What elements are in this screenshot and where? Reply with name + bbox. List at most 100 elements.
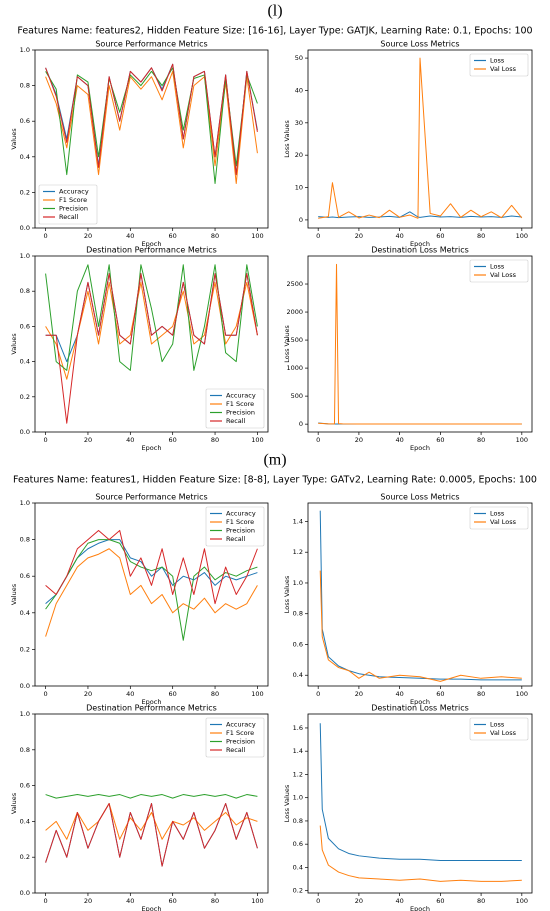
y-tick-label: 0.0 (20, 428, 30, 436)
x-tick-label: 40 (395, 232, 403, 240)
x-tick-label: 60 (169, 232, 177, 240)
y-tick-label: 0.8 (20, 82, 30, 90)
chart-title: Source Loss Metrics (380, 40, 459, 49)
legend-box (469, 53, 529, 77)
series-line (318, 57, 523, 219)
x-axis-label: Epoch (410, 698, 430, 706)
y-tick-label: 0.6 (20, 572, 30, 580)
x-axis-label: Epoch (142, 698, 162, 706)
legend-label: Accuracy (226, 510, 256, 518)
legend-label: Recall (59, 213, 79, 221)
legend-label: F1 Score (226, 729, 254, 737)
x-tick-label: 20 (84, 690, 92, 698)
axes-frame (34, 713, 269, 894)
legend-box (469, 717, 529, 741)
legend-box (205, 717, 265, 758)
chart-title: Destination Loss Metrics (371, 246, 469, 255)
y-tick-label: 1.2 (293, 770, 303, 778)
legend-label: Precision (226, 409, 255, 417)
x-tick-label: 40 (395, 897, 403, 905)
y-tick-label: 1500 (286, 336, 303, 344)
x-axis-label: Epoch (410, 905, 430, 911)
y-axis-label: Loss Values (283, 325, 291, 363)
x-tick-label: 0 (44, 436, 48, 444)
y-tick-label: 0.6 (20, 322, 30, 330)
series-line (45, 63, 258, 176)
y-tick-label: 0.6 (293, 840, 303, 848)
series-line (319, 825, 522, 882)
series-line (45, 264, 258, 371)
chart-title: Source Performance Metrics (95, 493, 207, 502)
y-tick-label: 0.8 (293, 817, 303, 825)
panel-title: Features Name: features2, Hidden Feature… (17, 26, 532, 37)
y-tick-label: 0.2 (20, 645, 30, 653)
x-tick-label: 40 (126, 436, 134, 444)
series-line (45, 794, 258, 799)
legend-label: Recall (226, 535, 246, 543)
axes-frame (307, 502, 533, 687)
axes-frame (34, 49, 269, 229)
x-tick-label: 0 (316, 897, 320, 905)
legend-label: Val Loss (490, 65, 517, 73)
x-tick-label: 100 (516, 690, 528, 698)
y-tick-label: 0.2 (20, 188, 30, 196)
y-tick-label: 2000 (286, 308, 303, 316)
y-tick-label: 0.8 (20, 746, 30, 754)
x-tick-label: 20 (84, 897, 92, 905)
axes-frame (34, 255, 269, 433)
x-tick-label: 80 (211, 436, 219, 444)
y-tick-label: 50 (295, 54, 303, 62)
y-tick-label: 0.4 (20, 358, 30, 366)
legend-label: Loss (490, 510, 505, 518)
series-line (319, 510, 522, 681)
x-tick-label: 0 (316, 436, 320, 444)
chart-title: Destination Loss Metrics (371, 704, 469, 713)
x-tick-label: 20 (355, 436, 363, 444)
series-line (45, 803, 258, 840)
x-tick-label: 80 (477, 232, 485, 240)
x-tick-label: 100 (251, 897, 263, 905)
y-tick-label: 2500 (286, 280, 303, 288)
series-line (45, 67, 258, 184)
x-tick-label: 100 (251, 232, 263, 240)
x-tick-label: 60 (436, 436, 444, 444)
x-tick-label: 60 (169, 436, 177, 444)
series-line (318, 263, 522, 425)
y-axis-label: Values (10, 128, 18, 150)
y-tick-label: 0.6 (293, 640, 303, 648)
legend-label: F1 Score (226, 400, 254, 408)
legend-box (205, 506, 265, 547)
legend-label: F1 Score (59, 196, 87, 204)
y-tick-label: 40 (295, 86, 303, 94)
y-axis-label: Loss Values (283, 575, 291, 613)
series-line (45, 273, 258, 424)
series-line (45, 273, 258, 363)
legend-label: Loss (490, 57, 505, 65)
legend-box (469, 259, 529, 283)
legend-label: Val Loss (490, 729, 517, 737)
x-tick-label: 0 (44, 897, 48, 905)
series-line (318, 211, 522, 219)
chart-title: Destination Performance Metrics (86, 704, 217, 713)
x-axis-label: Epoch (142, 444, 162, 452)
chart-title: Source Performance Metrics (95, 40, 207, 49)
x-tick-label: 80 (477, 690, 485, 698)
x-tick-label: 0 (316, 690, 320, 698)
x-axis-label: Epoch (142, 240, 162, 248)
legend-label: Precision (226, 527, 255, 535)
y-tick-label: 0.0 (20, 682, 30, 690)
panel-label: (m) (263, 452, 286, 469)
legend-label: Recall (226, 746, 246, 754)
x-axis-label: Epoch (410, 240, 430, 248)
y-tick-label: 20 (295, 151, 303, 159)
chart-title: Source Loss Metrics (380, 493, 459, 502)
series-line (319, 570, 522, 682)
y-tick-label: 1.0 (20, 499, 30, 507)
y-tick-label: 1.0 (20, 710, 30, 718)
y-tick-label: 1.4 (293, 747, 303, 755)
x-axis-label: Epoch (142, 905, 162, 911)
y-axis-label: Values (10, 333, 18, 355)
y-tick-label: 0.0 (20, 224, 30, 232)
y-tick-label: 1.0 (20, 46, 30, 54)
